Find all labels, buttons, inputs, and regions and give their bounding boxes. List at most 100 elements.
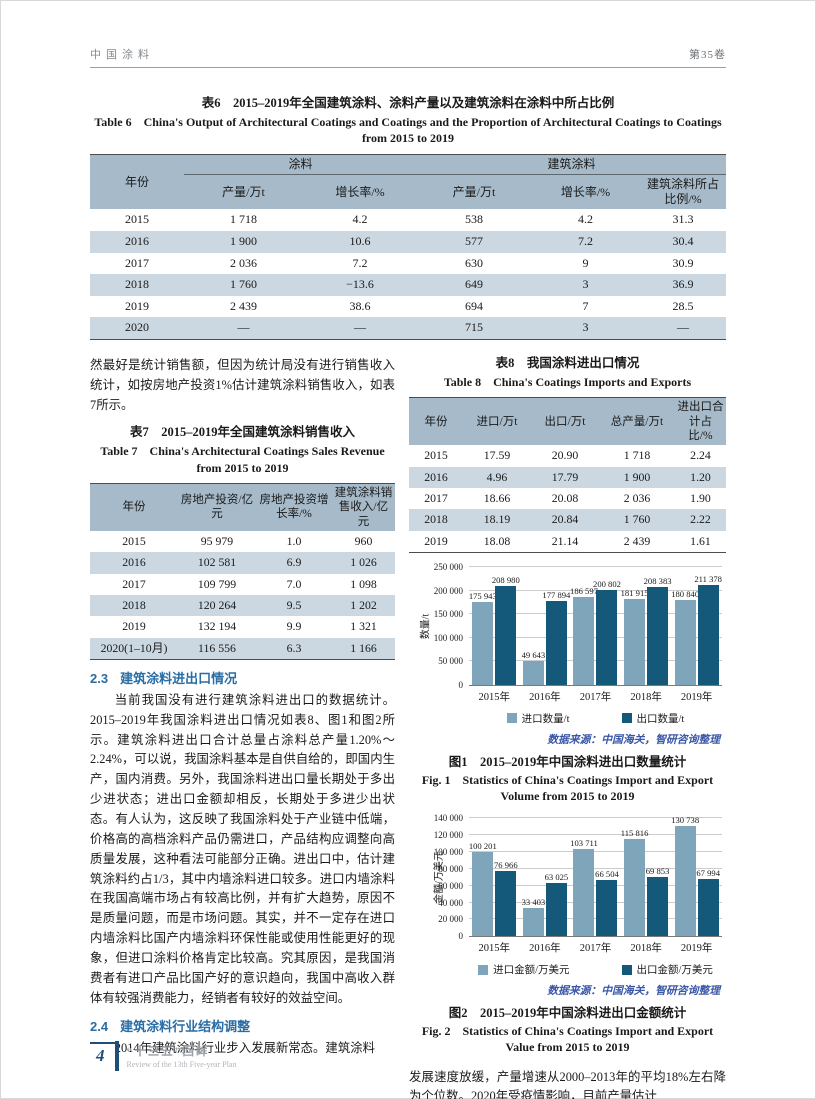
table-row: 2015 17.59 20.90 1 718 2.24 [409, 445, 726, 466]
table-cell: 20.08 [551, 490, 579, 505]
gridline [469, 636, 722, 638]
gridline [469, 565, 722, 567]
table-cell: 2020 [125, 320, 149, 335]
table-cell: 2.22 [690, 512, 711, 527]
table-cell: 9.9 [286, 619, 302, 634]
y-axis-tick: 120 000 [433, 830, 463, 841]
table-cell: 2 036 [230, 255, 257, 270]
bar-series-2: 211 378 [694, 574, 722, 685]
figure1-bar-chart: 数量/t 0 50 000 100 000 150 000 200 000 250 000 1… [409, 562, 726, 726]
table-cell: 1 900 [230, 233, 257, 248]
bar-series-1: 115 816 [621, 828, 648, 937]
table-cell: 7.0 [286, 576, 302, 591]
legend-label: 出口数量/t [636, 713, 685, 725]
figure1-caption-zh: 图1 2015–2019年中国涂料进出口数量统计 [448, 754, 687, 769]
y-axis-label: 数量/t [420, 613, 432, 640]
table-header-row: 年份 房地产投资/亿元 房地产投资增长率/% 建筑涂料销售收入/亿元 [90, 483, 395, 531]
figure2-bar-chart: 金额/万美元 0 20 000 40 000 60 000 80 000 100 000 12… [409, 813, 726, 977]
y-axis-tick: 40 000 [438, 897, 463, 908]
bar-value-label: 76 966 [493, 860, 518, 871]
table-cell: 694 [465, 298, 483, 313]
bar-value-label: 103 711 [570, 837, 598, 848]
journal-name: 中国涂料 [90, 49, 154, 61]
figure2-source-note: 数据来源：中国海关，智研咨询整理 [547, 985, 720, 998]
bar-group: 100 201 76 966 [468, 818, 520, 937]
bar-group: 181 915 208 383 [621, 567, 672, 685]
bar-series-1: 180 840 [671, 589, 699, 685]
table7-title-zh: 表7 2015–2019年全国建筑涂料销售收入 [129, 425, 355, 440]
bar-series-2: 63 025 [545, 872, 568, 937]
x-axis-label: 2017年 [579, 691, 612, 703]
table7-title-en: Table 7 China's Architectural Coatings S… [100, 444, 385, 475]
footer-slogan-en: Review of the 13th Five-year Plan [126, 1060, 237, 1069]
table-cell: 7.2 [352, 255, 368, 270]
table-cell: 20.84 [551, 512, 579, 527]
running-head: 中国涂料 第35卷 [90, 0, 726, 68]
table-header-row: 年份 涂料 建筑涂料 [90, 154, 726, 210]
table-cell: 2019 [125, 298, 149, 313]
paragraph: 当前我国没有进行建筑涂料进出口的数据统计。2015–2019年我国涂料进出口情况… [90, 692, 395, 1005]
bar-group: 180 840 211 378 [671, 567, 722, 685]
bar-value-label: 33 403 [521, 897, 546, 908]
table-cell: 577 [465, 233, 483, 248]
table-row: 2017 2 036 7.2 630 9 30.9 [90, 253, 726, 275]
y-axis-tick: 200 000 [433, 585, 463, 596]
bar-value-label: 208 383 [643, 575, 672, 586]
table-cell: 1 718 [623, 448, 651, 463]
table-cell: — [677, 320, 689, 335]
bar-group: 175 943 208 980 [469, 567, 520, 685]
table-cell: 2016 [125, 233, 149, 248]
table-cell: 18.19 [483, 512, 511, 527]
table-cell: 17.79 [551, 469, 579, 484]
bar-series-1: 175 943 [469, 591, 497, 685]
bar-value-label: 181 915 [620, 588, 649, 599]
table-cell: 2015 [125, 212, 149, 227]
table-cell: 1 760 [623, 512, 651, 527]
y-axis-tick: 60 000 [438, 880, 463, 891]
column-header: 房地产投资增长率/% [256, 483, 332, 531]
y-axis-tick: 80 000 [438, 863, 463, 874]
table6-title-en: Table 6 China's Output of Architectural … [94, 115, 722, 146]
figure1-source-note: 数据来源：中国海关，智研咨询整理 [547, 733, 720, 746]
section-title: 建筑涂料行业结构调整 [120, 1019, 251, 1035]
column-header: 出口/万t [531, 397, 599, 446]
table-cell: 95 979 [200, 533, 234, 548]
column-group-architectural-coatings: 建筑涂料 [417, 154, 726, 176]
bar-value-label: 67 994 [696, 867, 720, 878]
bar-value-label: 177 894 [542, 589, 571, 600]
bar-value-label: 186 597 [570, 585, 598, 596]
bar-value-label: 49 643 [521, 650, 546, 661]
x-axis-label: 2018年 [630, 943, 662, 955]
gridline [469, 834, 722, 836]
table-cell: 6.9 [286, 555, 302, 570]
table6-title-zh: 表6 2015–2019年全国建筑涂料、涂料产量以及建筑涂料在涂料中所占比例 [201, 96, 615, 110]
figure2-caption-en: Fig. 2 Statistics of China's Coatings Im… [421, 1024, 714, 1055]
table-row: 2017 109 799 7.0 1 098 [90, 574, 395, 595]
table-cell: 2019 [122, 619, 146, 634]
column-header-year: 年份 [90, 154, 184, 210]
bar-series-1: 186 597 [570, 586, 598, 685]
table-cell: 9 [582, 255, 589, 270]
column-header: 进出口合计占比/% [675, 397, 726, 446]
table-row: 2020(1–10月) 116 556 6.3 1 166 [90, 637, 395, 660]
chart-legend: 进口金额/万美元 出口金额/万美元 [469, 962, 722, 977]
table-cell: 1 760 [230, 277, 257, 292]
paragraph: 发展速度放缓，产量增速从2000–2013年的平均18%左右降为个位数。2020… [409, 1069, 726, 1099]
legend-item: 出口数量/t [621, 711, 685, 726]
column-header: 建筑涂料所占比例/% [640, 174, 726, 210]
bar-value-label: 208 980 [491, 575, 520, 586]
y-axis-label: 金额/万美元 [433, 851, 445, 905]
bar-group: 103 711 66 504 [570, 818, 621, 937]
column-header: 产量/万t [417, 174, 531, 210]
bar-group: 33 403 63 025 [520, 818, 571, 937]
bar-value-label: 100 201 [468, 840, 497, 851]
table-cell: 102 581 [197, 555, 237, 570]
table-cell: 2018 [122, 597, 146, 612]
table-row: 2019 2 439 38.6 694 7 28.5 [90, 296, 726, 318]
column-header: 产量/万t [184, 174, 303, 210]
bar-value-label: 66 504 [595, 869, 619, 880]
table-cell: 1 321 [350, 619, 377, 634]
x-axis-label: 2017年 [579, 943, 612, 955]
table-cell: 20.90 [551, 448, 579, 463]
